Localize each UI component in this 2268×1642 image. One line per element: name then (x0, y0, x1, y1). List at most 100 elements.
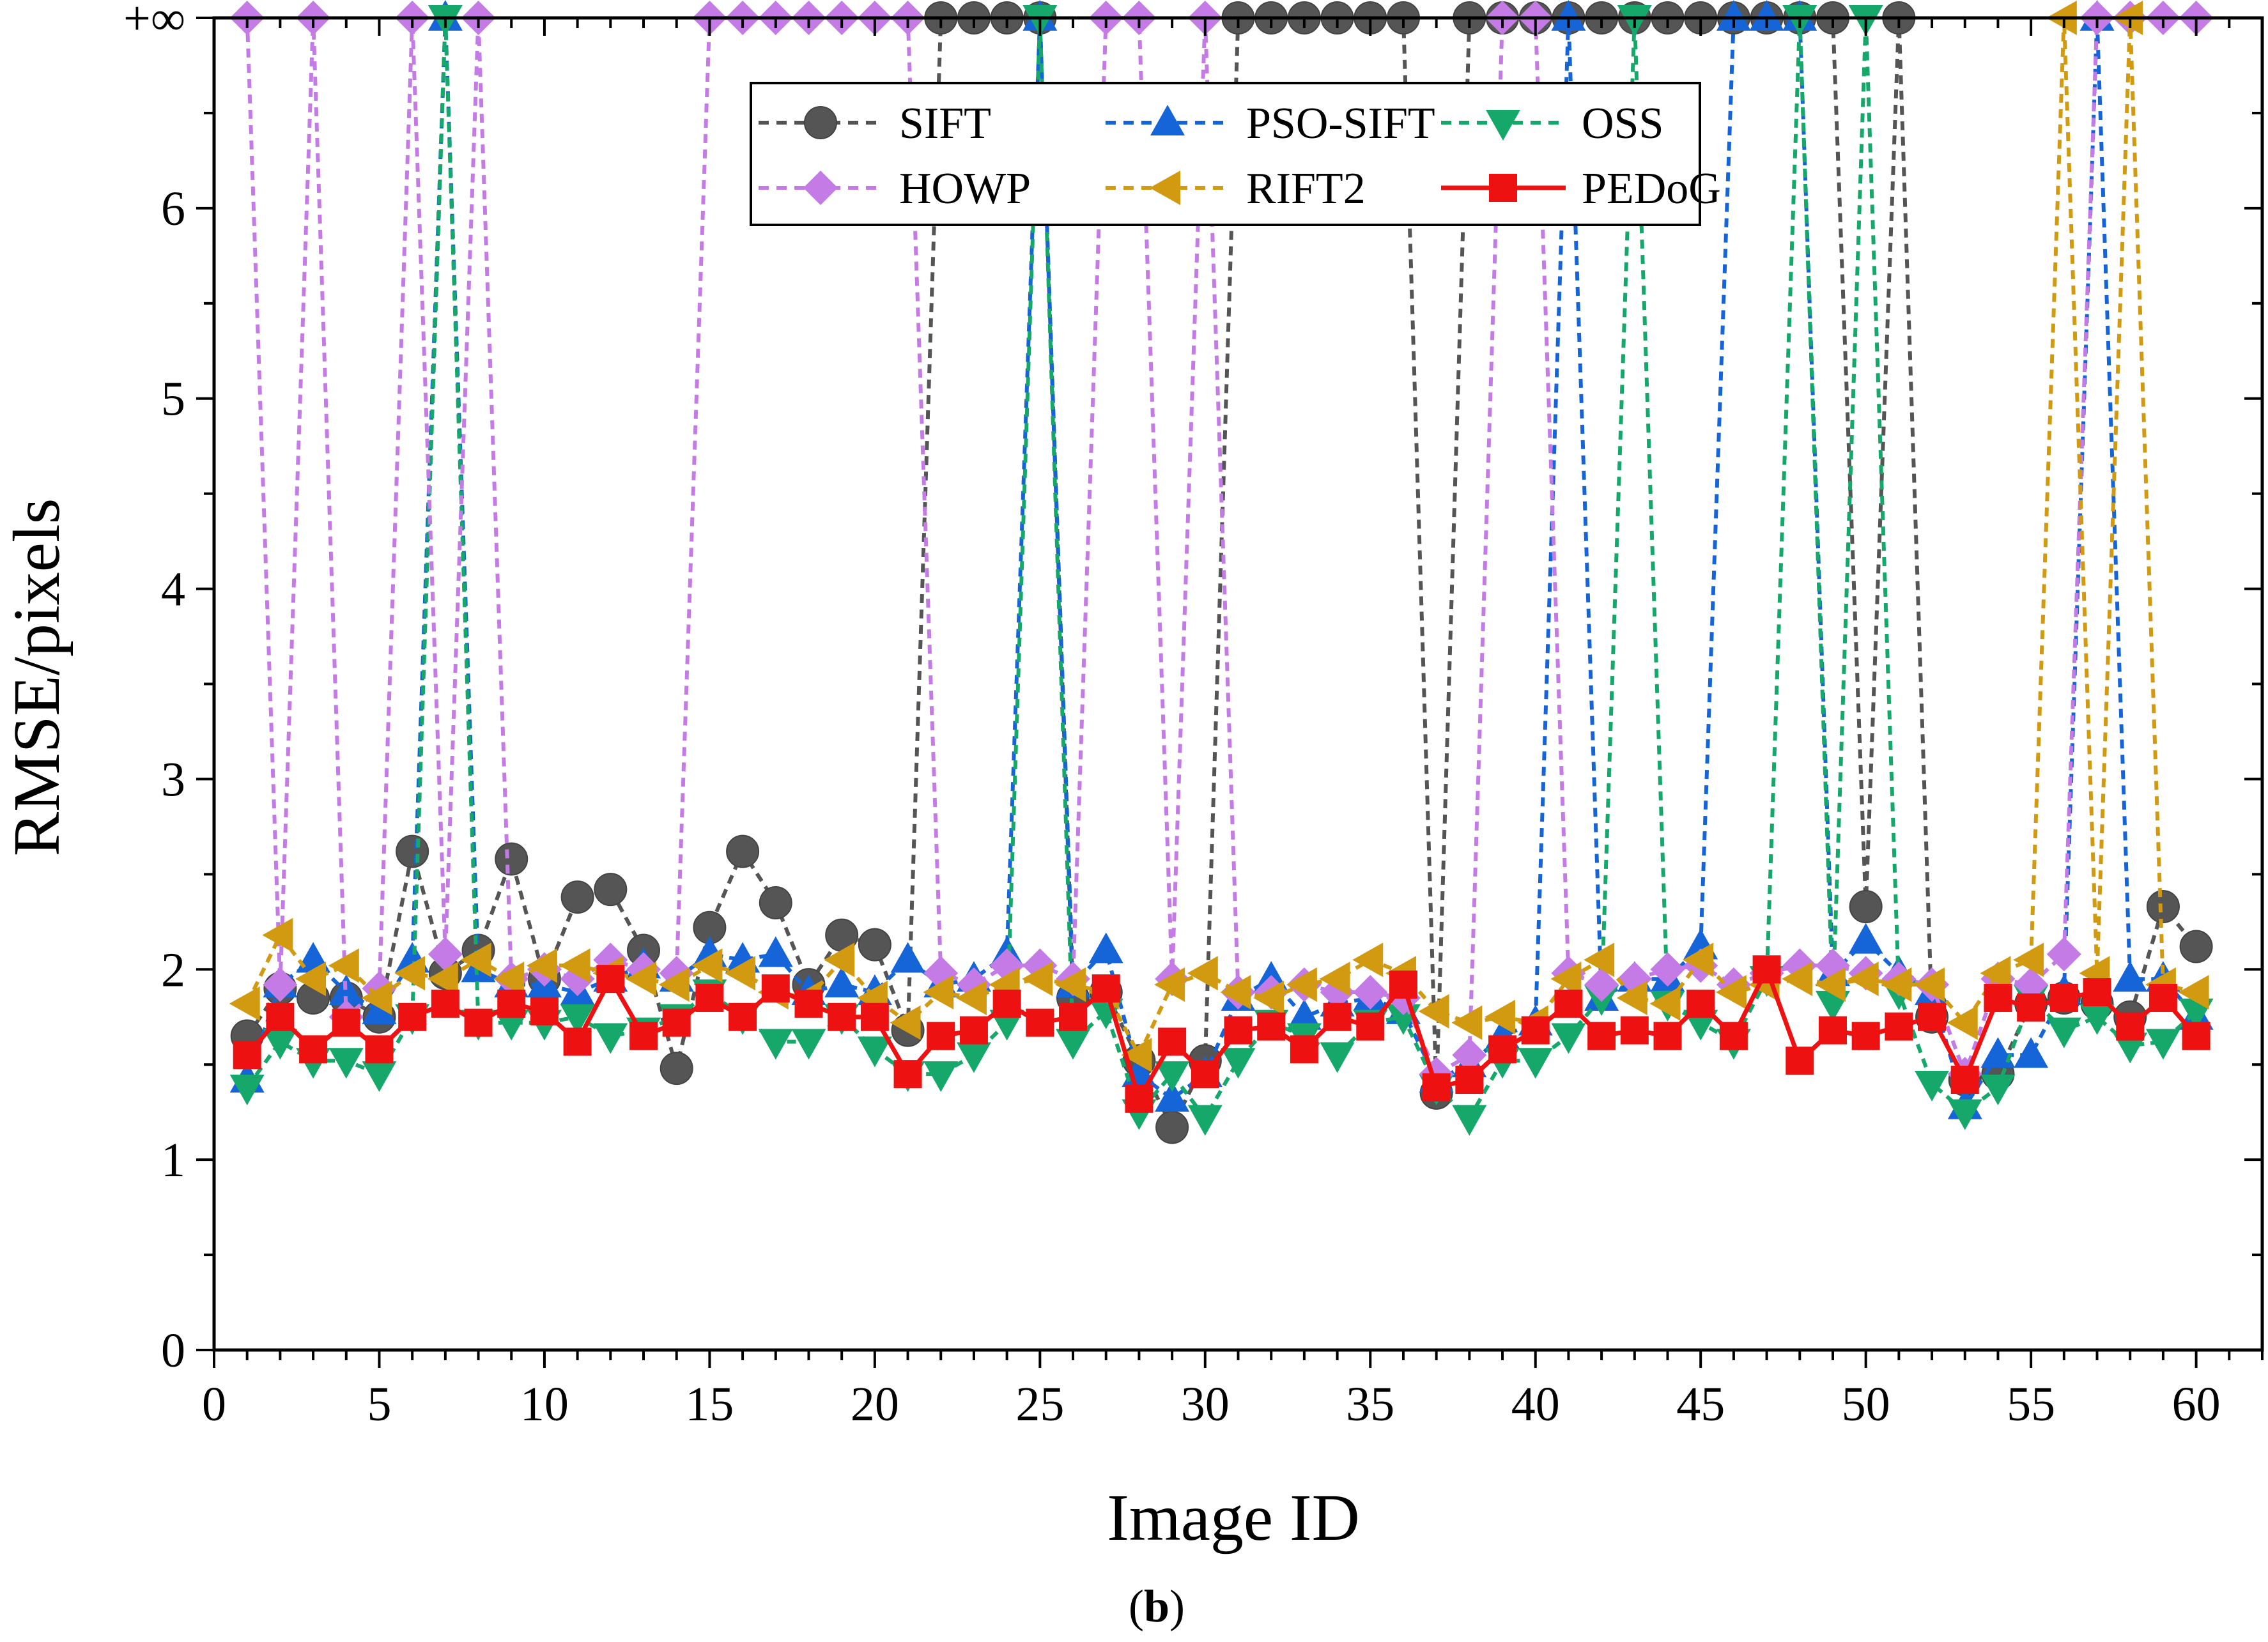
data-point (229, 986, 260, 1021)
data-point (1584, 942, 1615, 978)
data-point (394, 956, 426, 991)
x-tick-label: 50 (1842, 1377, 1890, 1431)
data-point (956, 1042, 991, 1073)
data-point (1915, 1071, 1950, 1101)
data-point (2178, 975, 2209, 1010)
data-point (2083, 978, 2111, 1007)
data-point (1418, 994, 1449, 1029)
x-tick-label: 25 (1015, 1377, 1064, 1431)
series-pedog (233, 955, 2210, 1113)
data-point (629, 1022, 658, 1050)
data-point (1352, 942, 1384, 978)
data-point (824, 942, 855, 978)
data-point (923, 1061, 959, 1093)
data-point (660, 1052, 693, 1086)
data-point (464, 1008, 493, 1037)
data-point (1518, 1048, 1553, 1079)
data-point (2046, 1017, 2081, 1048)
data-point (1551, 1023, 1586, 1054)
data-point (398, 1002, 427, 1031)
data-point (1257, 1012, 1286, 1041)
data-point (1191, 1060, 1219, 1089)
data-point (1455, 1066, 1484, 1094)
data-point (761, 974, 790, 1003)
legend-label: PSO-SIFT (1246, 99, 1435, 148)
data-point (1849, 889, 1883, 923)
data-point (361, 980, 392, 1015)
legend-marker (804, 106, 837, 139)
data-point (2013, 942, 2044, 978)
data-point (1749, 0, 1784, 31)
figure-caption: (b) (1129, 1581, 1185, 1632)
data-point (1022, 962, 1053, 997)
data-point (266, 1002, 295, 1031)
data-point (1653, 1022, 1682, 1050)
y-tick-label: 5 (161, 372, 185, 426)
data-point (1950, 1066, 1979, 1094)
data-point (596, 965, 625, 994)
data-point (2014, 1037, 2049, 1068)
data-point (1224, 1016, 1253, 1045)
legend-item-pso-sift: PSO-SIFT (1106, 99, 1435, 148)
y-tick-label: 1 (161, 1133, 185, 1187)
data-point (1914, 967, 1945, 1002)
data-point (1848, 923, 1883, 954)
data-point (1187, 956, 1218, 991)
data-point (1319, 962, 1350, 997)
data-point (2017, 993, 2046, 1022)
data-point (1716, 0, 1751, 31)
data-point (1782, 962, 1813, 997)
y-tick-label: 6 (161, 182, 185, 236)
data-point (1026, 1008, 1054, 1037)
data-point (726, 834, 760, 868)
data-point (858, 928, 891, 962)
data-point (1422, 1073, 1451, 1101)
data-point (794, 989, 823, 1018)
data-point (758, 1029, 793, 1060)
legend-marker (1486, 110, 1520, 141)
data-point (229, 1074, 265, 1105)
data-point (362, 993, 397, 1024)
legend-item-oss: OSS (1441, 99, 1663, 148)
data-point (1121, 1038, 1152, 1073)
data-point (959, 1016, 988, 1045)
data-point (2182, 1022, 2210, 1050)
data-point (992, 989, 1021, 1018)
data-point (691, 948, 723, 983)
data-point (626, 962, 657, 997)
data-point (725, 956, 756, 991)
x-tick-label: 45 (1676, 1377, 1725, 1431)
data-point (1155, 1061, 1190, 1093)
data-point (1320, 1042, 1355, 1073)
legend-item-howp: HOWP (759, 164, 1031, 213)
data-point (2049, 983, 2078, 1012)
data-point (428, 937, 463, 972)
data-point (1452, 1038, 1487, 1073)
data-point (824, 967, 860, 998)
data-point (1620, 1016, 1649, 1045)
y-tick-label: 2 (161, 943, 185, 997)
data-point (2145, 1029, 2180, 1060)
data-point (1158, 1027, 1187, 1056)
data-point (1786, 1047, 1814, 1075)
data-point (890, 942, 925, 973)
data-point (1059, 1002, 1088, 1031)
data-point (890, 1005, 921, 1040)
data-point (1451, 1005, 1483, 1040)
data-point (1686, 989, 1715, 1018)
data-point (332, 1008, 360, 1037)
data-point (1290, 1035, 1318, 1064)
data-point (1650, 952, 1685, 987)
data-point (1550, 962, 1582, 997)
data-point (1155, 1080, 1190, 1112)
data-point (1356, 1012, 1385, 1041)
data-point (1253, 980, 1284, 1015)
data-point (860, 1002, 889, 1031)
plot-background (214, 18, 2262, 1350)
data-point (1980, 956, 2011, 991)
legend-marker (1150, 105, 1185, 135)
data-point (729, 1002, 757, 1031)
data-point (1154, 967, 1185, 1002)
data-point (1452, 1105, 1487, 1136)
data-point (955, 980, 987, 1015)
